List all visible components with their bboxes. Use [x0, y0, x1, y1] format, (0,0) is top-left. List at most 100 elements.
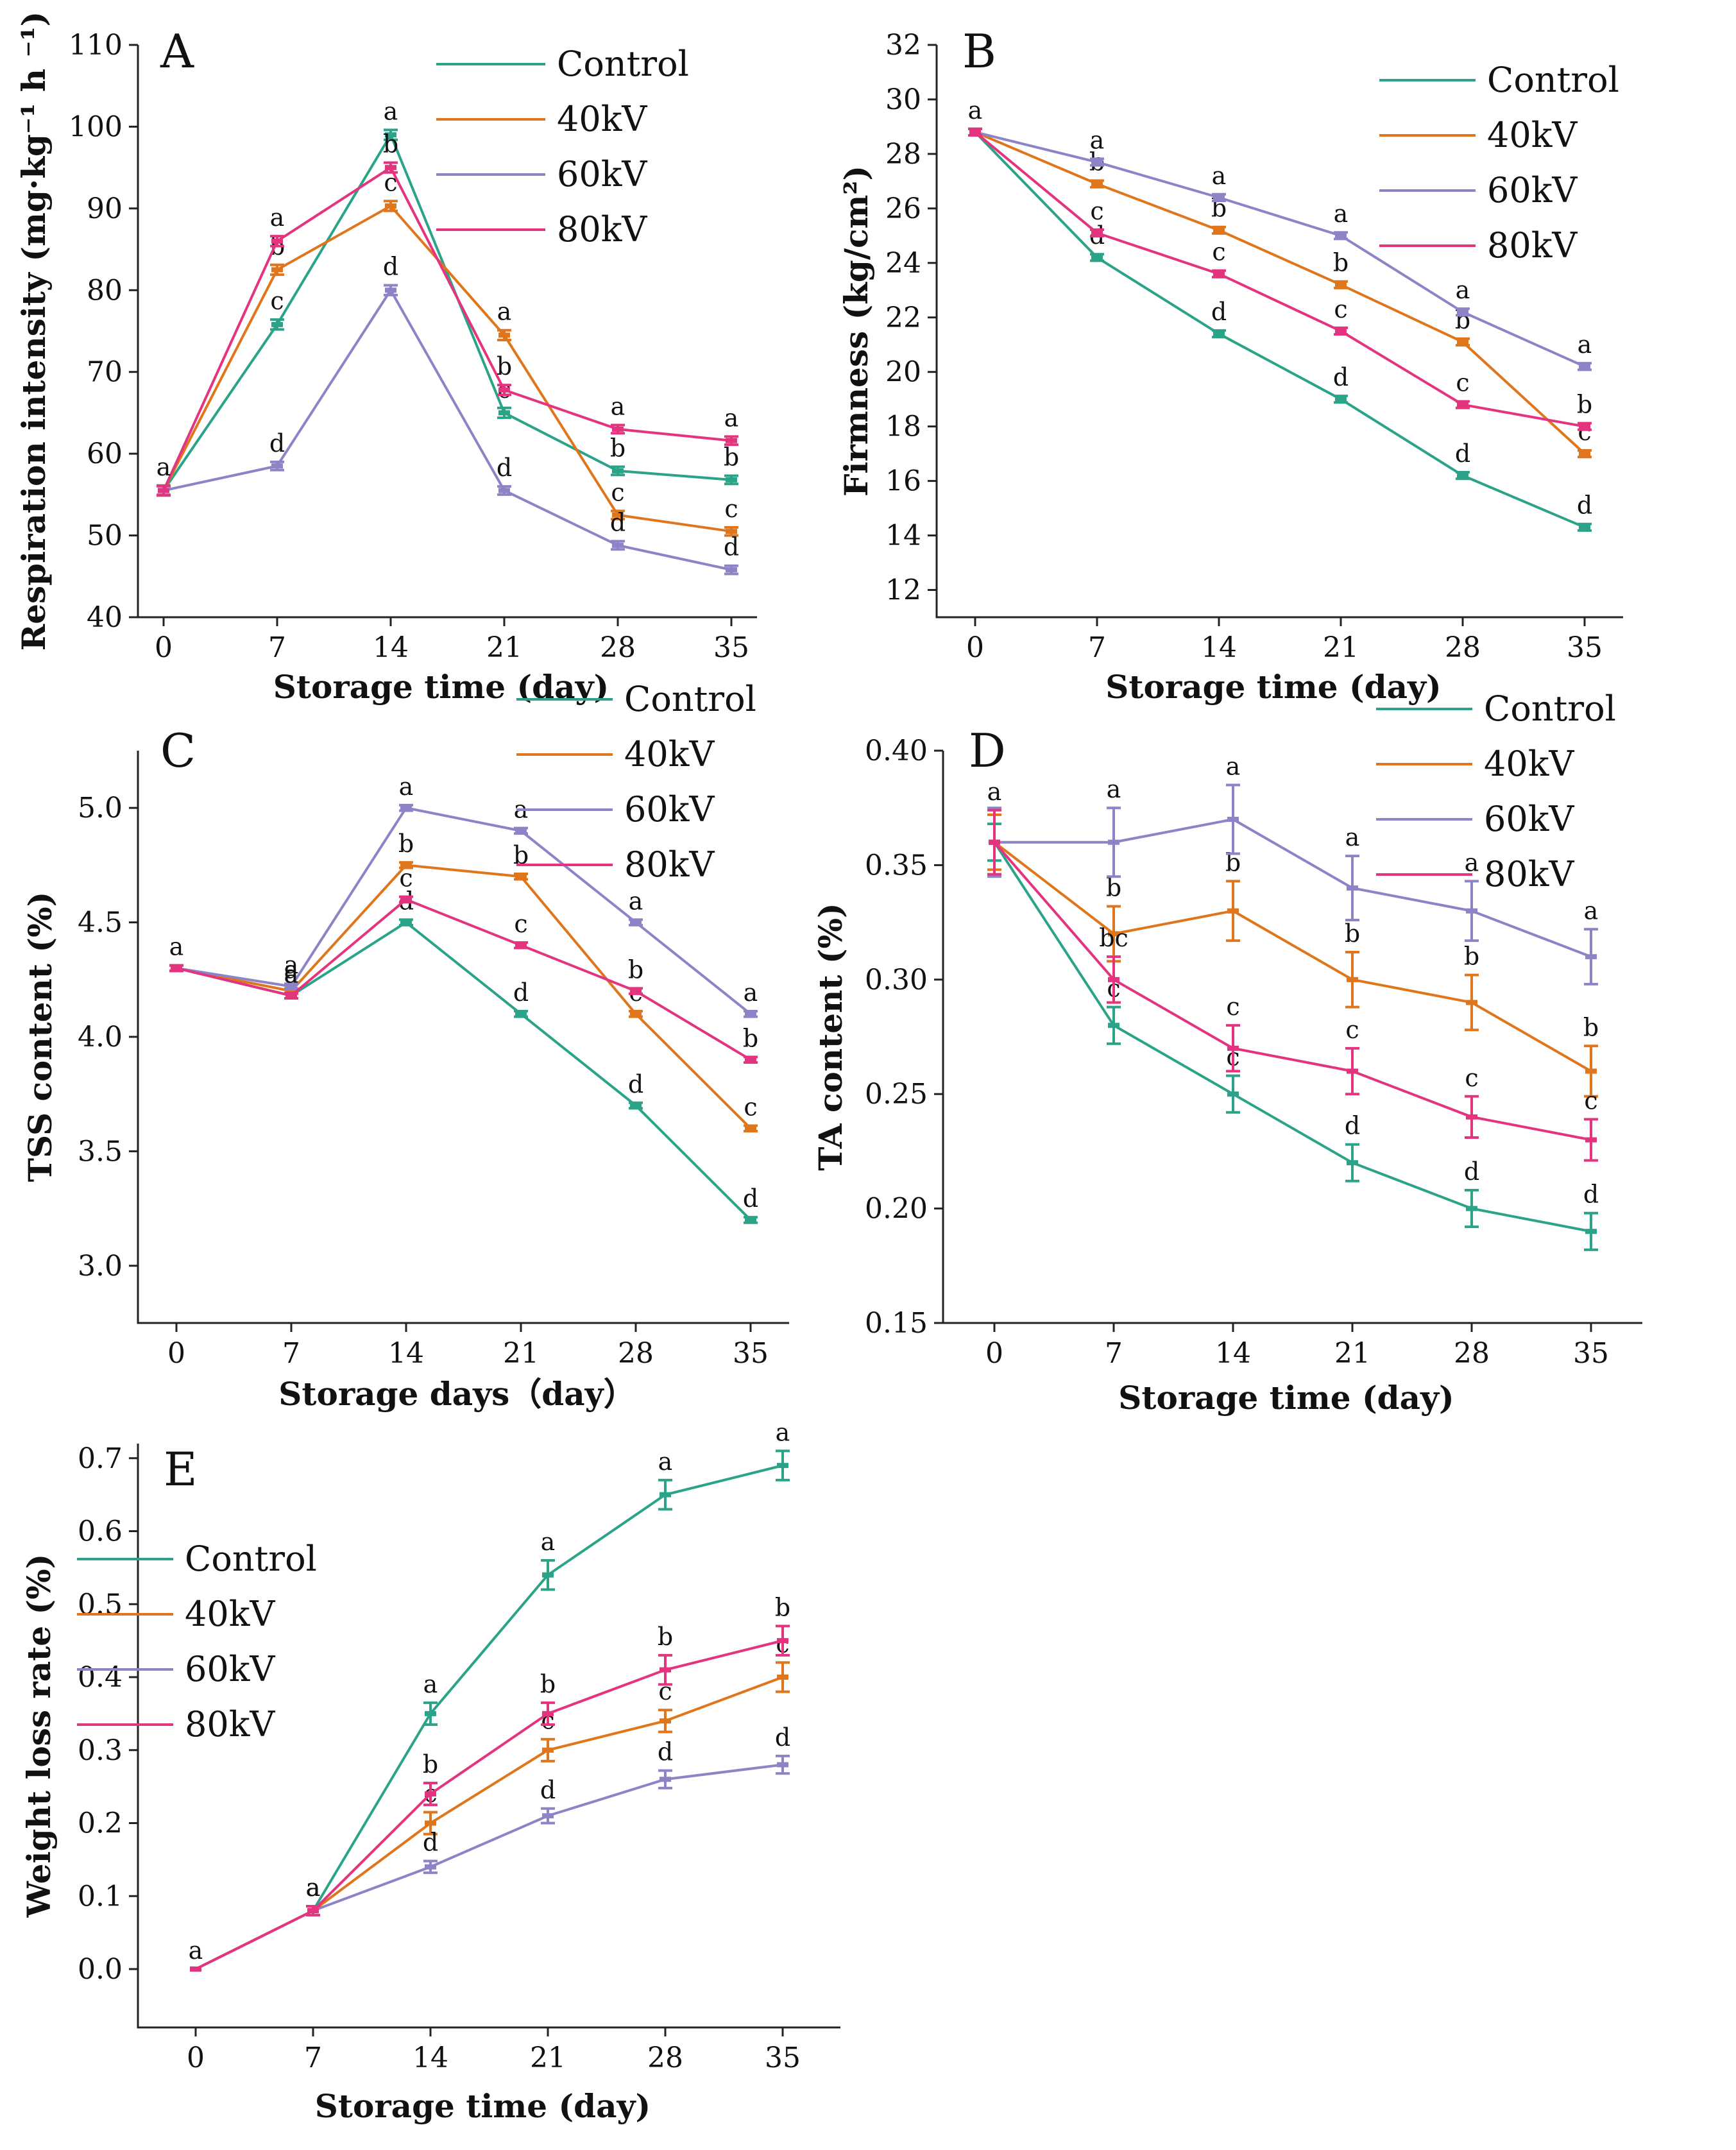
series-line-40kV: [974, 131, 1586, 455]
data-point: [385, 287, 396, 293]
data-point: [542, 1747, 554, 1753]
data-point: [1347, 1068, 1358, 1074]
significance-letter: a: [541, 1528, 556, 1556]
y-tick-label: 16: [885, 465, 921, 498]
y-tick-label: 32: [885, 29, 921, 62]
significance-letter: d: [1464, 1157, 1479, 1186]
data-point: [777, 1463, 788, 1469]
x-tick-label: 0: [167, 1337, 185, 1370]
data-point: [271, 463, 283, 469]
significance-letter: c: [514, 910, 527, 938]
y-tick-label: 0.30: [865, 964, 928, 996]
y-tick-label: 0.7: [78, 1442, 123, 1475]
significance-letter: a: [1465, 848, 1479, 876]
legend-label-80kV: 80kV: [1484, 854, 1574, 894]
y-tick-label: 0.5: [78, 1588, 123, 1621]
data-point: [1091, 181, 1103, 187]
axes-frame: [935, 45, 1623, 619]
data-point: [1213, 331, 1225, 337]
x-tick-label: 21: [530, 2042, 566, 2074]
significance-letter: a: [968, 96, 983, 124]
significance-letter: a: [1456, 276, 1470, 304]
data-point: [400, 862, 412, 868]
x-axis-label: Storage time (day): [1118, 1379, 1454, 1417]
legend-label-80kV: 80kV: [557, 209, 647, 250]
data-point: [612, 426, 624, 432]
data-point: [777, 1762, 788, 1768]
legend-label-60kV: 60kV: [624, 789, 715, 830]
significance-letter: d: [269, 429, 285, 457]
data-point: [498, 488, 510, 493]
data-point: [515, 943, 527, 948]
legend-label-Control: Control: [1487, 60, 1619, 100]
data-point: [515, 1011, 527, 1017]
x-tick-label: 0: [187, 2042, 205, 2074]
y-tick-label: 24: [885, 247, 921, 280]
legend-label-80kV: 80kV: [624, 844, 715, 885]
x-tick-label: 35: [765, 2042, 801, 2074]
x-tick-label: 14: [1215, 1337, 1251, 1370]
significance-letter: b: [383, 130, 398, 158]
panel-letter: B: [962, 24, 996, 78]
significance-letter: a: [270, 203, 285, 232]
x-tick-label: 28: [600, 631, 636, 664]
data-point: [271, 321, 283, 327]
y-tick-label: 0.15: [865, 1307, 928, 1340]
significance-letter: a: [724, 404, 739, 432]
data-point: [1213, 194, 1225, 200]
significance-letter: a: [1584, 896, 1599, 925]
data-point: [726, 438, 737, 443]
data-point: [498, 332, 510, 338]
data-point: [726, 477, 737, 482]
panel-letter: D: [969, 724, 1006, 778]
x-tick-label: 7: [304, 2042, 322, 2074]
data-point: [745, 1057, 756, 1062]
data-point: [400, 919, 412, 925]
data-point: [1347, 977, 1358, 982]
significance-letter: c: [724, 495, 738, 523]
y-tick-label: 0.1: [78, 1880, 123, 1913]
significance-letter: a: [157, 453, 171, 481]
data-point: [1227, 1045, 1239, 1051]
significance-letter: d: [540, 1776, 556, 1804]
x-axis-label: Storage time (day): [315, 2087, 651, 2125]
significance-letter: c: [1212, 238, 1225, 266]
x-tick-label: 21: [1323, 631, 1359, 664]
significance-letter: b: [1106, 874, 1121, 902]
legend-label-Control: Control: [624, 679, 756, 719]
significance-letter: a: [306, 1873, 321, 1902]
significance-letter: b: [724, 443, 739, 472]
significance-letter: a: [169, 933, 184, 961]
significance-letter: d: [1333, 363, 1349, 391]
y-tick-label: 0.25: [865, 1078, 928, 1111]
y-tick-label: 20: [885, 356, 921, 389]
legend-label-60kV: 60kV: [185, 1649, 275, 1689]
data-point: [1579, 524, 1590, 530]
significance-letter: d: [724, 533, 739, 561]
data-point: [1585, 954, 1597, 960]
significance-letter: b: [628, 955, 643, 984]
x-tick-label: 21: [503, 1337, 539, 1370]
significance-letter: b: [610, 434, 625, 463]
axes-frame: [137, 45, 757, 619]
data-point: [612, 468, 624, 474]
x-tick-label: 21: [486, 631, 522, 664]
x-tick-label: 7: [282, 1337, 300, 1370]
y-tick-label: 22: [885, 302, 921, 334]
significance-letter: c: [399, 864, 413, 892]
significance-letter: c: [1345, 1016, 1359, 1044]
significance-letter: b: [398, 830, 414, 858]
data-point: [1091, 230, 1103, 236]
data-point: [745, 1011, 756, 1017]
data-point: [542, 1813, 554, 1819]
x-tick-label: 28: [1445, 631, 1481, 664]
y-tick-label: 40: [87, 601, 123, 634]
significance-letter: a: [284, 960, 299, 988]
data-point: [1347, 885, 1358, 891]
series-line-Control: [993, 841, 1592, 1233]
data-point: [400, 805, 412, 811]
y-tick-label: 0.40: [865, 735, 928, 767]
data-point: [1227, 908, 1239, 914]
y-tick-label: 18: [885, 411, 921, 443]
